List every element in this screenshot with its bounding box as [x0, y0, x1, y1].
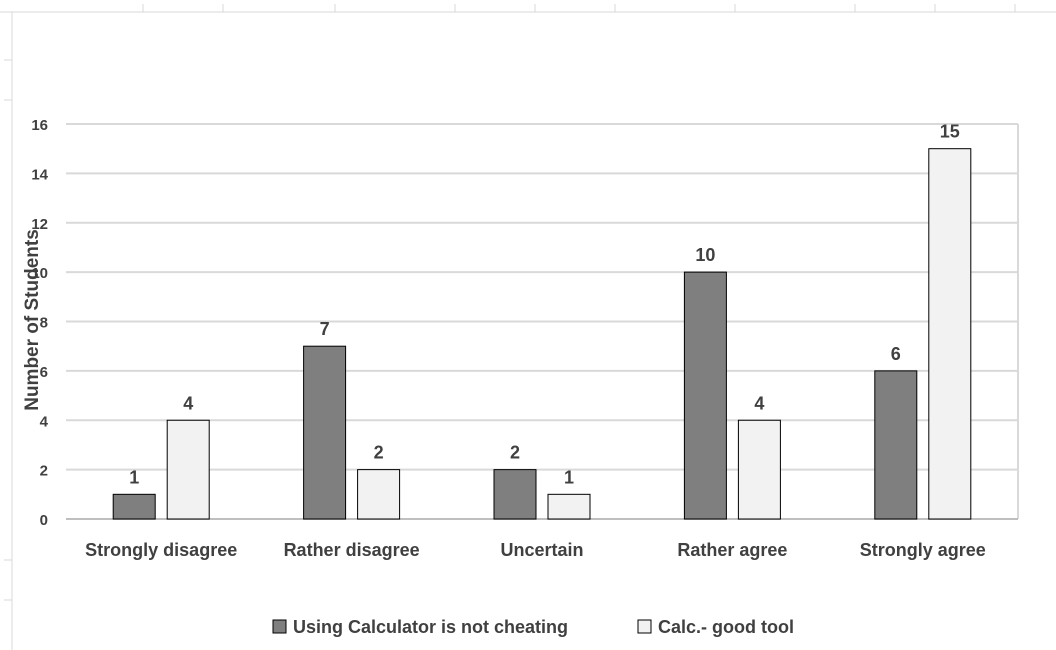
data-labels: 1 4 7 2 2 1 10 4 6 15: [129, 122, 960, 488]
y-tick-label: 16: [31, 117, 48, 134]
data-label: 1: [564, 467, 574, 487]
y-tick-label: 8: [40, 315, 48, 332]
gridlines: [66, 123, 1019, 520]
legend-swatch: [637, 619, 652, 634]
y-tick-label: 10: [31, 265, 48, 282]
legend-label: Calc.- good tool: [658, 617, 794, 637]
y-tick-label: 4: [40, 413, 49, 430]
y-tick-label: 0: [40, 512, 48, 529]
legend: Using Calculator is not cheating Calc.- g…: [272, 617, 794, 637]
bar: [303, 345, 347, 520]
y-axis-title: Number of Students: [22, 229, 43, 411]
sheet-row-ticks: [4, 12, 13, 650]
data-label: 1: [129, 467, 139, 487]
bar: [547, 493, 591, 520]
category-label: Rather agree: [677, 540, 787, 560]
bar: [357, 469, 401, 520]
bar: [112, 493, 156, 520]
legend-label: Using Calculator is not cheating: [293, 617, 568, 637]
legend-swatch: [272, 619, 287, 634]
category-label: Uncertain: [500, 540, 583, 560]
category-label: Rather disagree: [284, 540, 420, 560]
y-tick-labels: 0 2 4 6 8 10 12 14 16: [31, 117, 48, 529]
bar: [493, 469, 537, 520]
data-label: 15: [940, 122, 960, 142]
bar: [874, 370, 918, 520]
bar: [928, 148, 972, 520]
y-tick-label: 14: [31, 166, 48, 183]
data-label: 10: [695, 245, 715, 265]
data-label: 4: [754, 393, 764, 413]
data-label: 4: [183, 393, 193, 413]
category-labels: Strongly disagree Rather disagree Uncertai…: [85, 540, 986, 560]
sheet-column-ticks: [0, 4, 1056, 13]
bar: [166, 419, 210, 520]
bar: [737, 419, 781, 520]
bar: [683, 271, 727, 520]
data-label: 7: [320, 319, 330, 339]
data-label: 2: [374, 443, 384, 463]
y-tick-label: 6: [40, 364, 48, 381]
y-tick-label: 2: [40, 463, 48, 480]
y-tick-label: 12: [31, 216, 48, 233]
data-label: 6: [891, 344, 901, 364]
category-label: Strongly disagree: [85, 540, 237, 560]
bars: [112, 148, 972, 520]
category-label: Strongly agree: [860, 540, 986, 560]
data-label: 2: [510, 443, 520, 463]
